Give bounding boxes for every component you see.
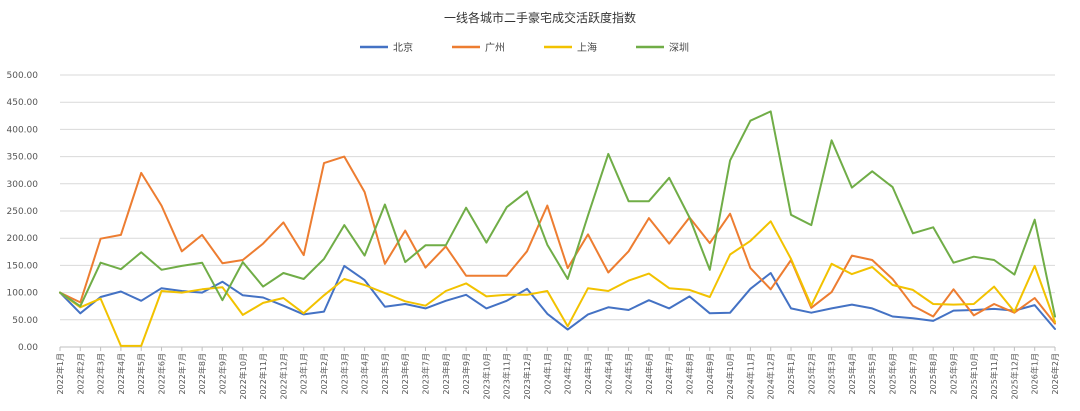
x-tick-label: 2024年12月	[766, 353, 776, 400]
x-tick-label: 2024年11月	[745, 353, 755, 400]
legend-label: 深圳	[669, 42, 689, 54]
x-tick-label: 2022年11月	[258, 353, 268, 400]
x-tick-label: 2022年9月	[217, 353, 227, 394]
series-line-北京	[59, 264, 1056, 331]
x-tick-label: 2023年5月	[380, 353, 390, 394]
x-tick-label: 2022年1月	[55, 353, 65, 394]
x-axis-ticks: 2022年1月 2022年2月 2022年3月 2022年4月 2022年5月 2022年…	[55, 347, 1060, 400]
x-tick-label: 2024年8月	[684, 353, 694, 394]
x-tick-label: 2023年7月	[421, 353, 431, 394]
x-tick-label: 2022年3月	[96, 353, 106, 394]
x-tick-label: 2023年12月	[522, 353, 532, 400]
legend: 北京 广州 上海 深圳	[360, 41, 689, 54]
x-tick-label: 2022年5月	[136, 353, 146, 394]
series-line-深圳	[59, 110, 1056, 318]
x-tick-label: 2025年7月	[908, 353, 918, 394]
x-tick-label: 2026年1月	[1030, 353, 1040, 394]
x-tick-label: 2022年4月	[116, 353, 126, 394]
x-tick-label: 2025年11月	[989, 353, 999, 400]
x-tick-label: 2023年1月	[299, 353, 309, 394]
grid-lines	[60, 74, 1055, 348]
x-tick-label: 2025年10月	[969, 353, 979, 400]
y-tick-label: 500.00	[7, 71, 39, 81]
y-tick-label: 200.00	[7, 234, 39, 244]
x-tick-label: 2024年2月	[563, 353, 573, 394]
x-tick-label: 2022年6月	[157, 353, 167, 394]
x-tick-label: 2025年2月	[806, 353, 816, 394]
x-tick-label: 2024年9月	[705, 353, 715, 394]
x-tick-label: 2024年10月	[725, 353, 735, 400]
x-tick-label: 2023年10月	[481, 353, 491, 400]
y-tick-label: 450.00	[7, 98, 39, 108]
x-tick-label: 2023年4月	[360, 353, 370, 394]
x-tick-label: 2023年11月	[502, 353, 512, 400]
x-tick-label: 2022年10月	[238, 353, 248, 400]
legend-label: 上海	[577, 41, 597, 54]
x-tick-label: 2025年8月	[928, 353, 938, 394]
x-tick-label: 2024年7月	[664, 353, 674, 394]
y-tick-label: 350.00	[7, 153, 39, 163]
y-tick-label: 250.00	[7, 207, 39, 217]
y-tick-label: 50.00	[12, 316, 38, 326]
x-tick-label: 2023年9月	[461, 353, 471, 394]
x-tick-label: 2024年6月	[644, 353, 654, 394]
x-tick-label: 2022年2月	[75, 353, 85, 394]
series-group	[59, 110, 1056, 347]
x-tick-label: 2026年2月	[1050, 353, 1060, 394]
y-tick-label: 400.00	[7, 125, 39, 135]
x-tick-label: 2024年5月	[624, 353, 634, 394]
y-tick-label: 300.00	[7, 180, 39, 190]
y-tick-label: 0.00	[18, 343, 38, 353]
x-tick-label: 2025年1月	[786, 353, 796, 394]
x-tick-label: 2022年7月	[177, 353, 187, 394]
x-tick-label: 2023年8月	[441, 353, 451, 394]
x-tick-label: 2022年12月	[278, 353, 288, 400]
x-tick-label: 2025年4月	[847, 353, 857, 394]
y-axis-ticks: 0.00 50.00 100.00 150.00 200.00 250.00 300.00 3…	[7, 71, 39, 353]
x-tick-label: 2023年3月	[339, 353, 349, 394]
legend-label: 广州	[485, 42, 505, 54]
x-tick-label: 2024年4月	[603, 353, 613, 394]
x-tick-label: 2025年9月	[948, 353, 958, 394]
y-tick-label: 150.00	[7, 261, 39, 271]
x-tick-label: 2024年3月	[583, 353, 593, 394]
x-tick-label: 2025年5月	[867, 353, 877, 394]
chart-title: 一线各城市二手豪宅成交活跃度指数	[444, 10, 636, 25]
x-tick-label: 2025年12月	[1009, 353, 1019, 400]
x-tick-label: 2025年3月	[827, 353, 837, 394]
series-line-广州	[59, 155, 1056, 325]
x-tick-label: 2023年2月	[319, 353, 329, 394]
y-tick-label: 100.00	[7, 289, 39, 299]
x-tick-label: 2025年6月	[888, 353, 898, 394]
x-tick-label: 2023年6月	[400, 353, 410, 394]
x-tick-label: 2024年1月	[542, 353, 552, 394]
legend-label: 北京	[393, 41, 413, 54]
x-tick-label: 2022年8月	[197, 353, 207, 394]
